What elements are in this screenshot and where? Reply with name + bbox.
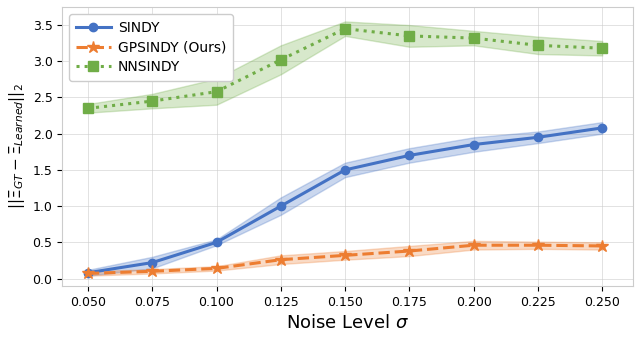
GPSINDY (Ours): [148, 269, 156, 273]
Y-axis label: $||\Xi_{GT} - \Xi_{Learned}||_2$: $||\Xi_{GT} - \Xi_{Learned}||_2$: [7, 83, 27, 209]
NNSINDY: [406, 34, 413, 38]
SINDY: [598, 126, 606, 130]
Line: SINDY: SINDY: [84, 124, 606, 277]
X-axis label: Noise Level $\sigma$: Noise Level $\sigma$: [286, 314, 409, 332]
NNSINDY: [277, 58, 285, 62]
NNSINDY: [84, 106, 92, 111]
SINDY: [341, 168, 349, 172]
NNSINDY: [341, 27, 349, 31]
SINDY: [406, 153, 413, 157]
GPSINDY (Ours): [534, 243, 541, 247]
GPSINDY (Ours): [84, 272, 92, 276]
SINDY: [277, 204, 285, 208]
GPSINDY (Ours): [470, 243, 477, 247]
SINDY: [534, 135, 541, 139]
GPSINDY (Ours): [341, 253, 349, 257]
SINDY: [148, 261, 156, 265]
GPSINDY (Ours): [598, 244, 606, 248]
NNSINDY: [470, 36, 477, 40]
GPSINDY (Ours): [277, 258, 285, 262]
SINDY: [84, 271, 92, 275]
Line: NNSINDY: NNSINDY: [83, 24, 607, 113]
NNSINDY: [212, 89, 220, 94]
NNSINDY: [534, 43, 541, 47]
Line: GPSINDY (Ours): GPSINDY (Ours): [82, 239, 609, 280]
GPSINDY (Ours): [406, 249, 413, 253]
GPSINDY (Ours): [212, 266, 220, 271]
NNSINDY: [598, 46, 606, 50]
SINDY: [212, 240, 220, 244]
Legend: SINDY, GPSINDY (Ours), NNSINDY: SINDY, GPSINDY (Ours), NNSINDY: [69, 14, 233, 81]
NNSINDY: [148, 99, 156, 103]
SINDY: [470, 142, 477, 146]
